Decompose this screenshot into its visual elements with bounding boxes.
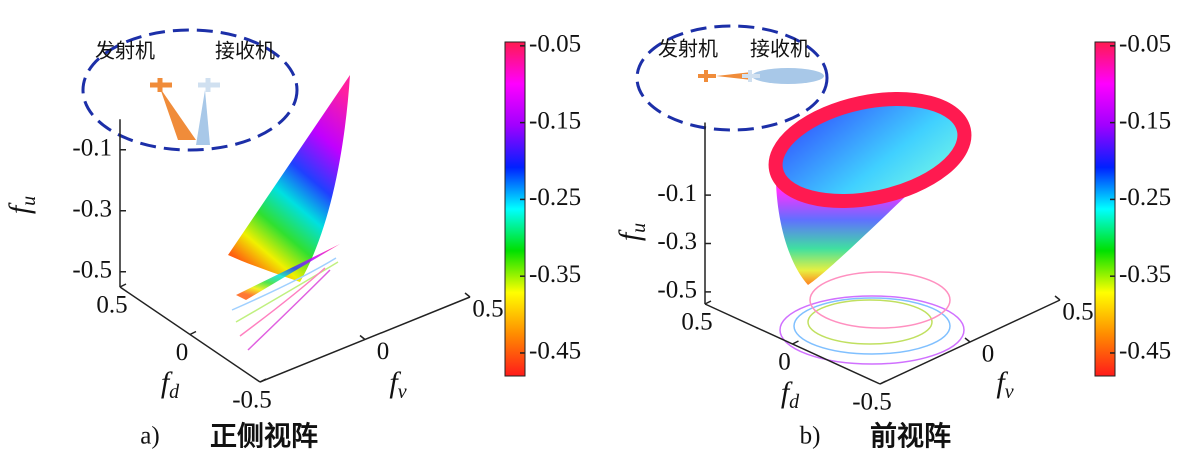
- colorbar-tick-label: -0.05: [1119, 31, 1171, 58]
- colorbar-tick-label: -0.05: [529, 31, 581, 58]
- axis-label: fv: [996, 366, 1013, 403]
- axis-label-sub: d: [169, 381, 180, 403]
- y-tick: [359, 334, 366, 341]
- surface-a: [228, 75, 350, 351]
- receiver-label: 接收机: [750, 37, 810, 61]
- y-tick-label: 0: [377, 338, 390, 365]
- z-tick-label: -0.5: [72, 256, 112, 283]
- x-tick: [259, 378, 267, 383]
- colorbar-tick-label: -0.35: [1119, 261, 1171, 288]
- panel-label: a): [140, 423, 159, 450]
- y-tick-label: 0.5: [1062, 299, 1093, 326]
- receiver-label: 接收机: [215, 39, 275, 63]
- colorbar-tick-label: -0.35: [529, 261, 581, 288]
- z-tick-label: -0.1: [657, 180, 697, 207]
- axis-label-sub: v: [398, 381, 407, 403]
- x-tick-label: 0: [176, 339, 189, 366]
- axis-label-sub: u: [18, 196, 40, 206]
- z-tick-label: -0.1: [72, 134, 112, 161]
- x-tick-label: -0.5: [852, 389, 892, 416]
- panel-caption: 正侧视阵: [210, 422, 318, 453]
- z-tick-label: -0.5: [657, 277, 697, 304]
- colorbar-tick-label: -0.15: [529, 107, 581, 134]
- axis-label: fd: [781, 376, 800, 413]
- colorbar: [504, 41, 526, 377]
- panel-caption: 前视阵: [870, 421, 951, 453]
- colorbar-tick-label: -0.45: [529, 338, 581, 365]
- panel-label: b): [800, 423, 821, 450]
- transmitter-label: 发射机: [658, 37, 718, 61]
- colorbar-tick-label: -0.15: [1119, 107, 1171, 134]
- x-tick-label: 0.5: [96, 292, 127, 319]
- y-tick-label: 0.5: [472, 296, 503, 323]
- x-tick: [792, 340, 799, 345]
- inset-b: [635, 24, 829, 132]
- axis-label-sub: u: [628, 223, 650, 233]
- axis-label-sub: v: [1005, 381, 1014, 403]
- z-tick-label: -0.3: [72, 195, 112, 222]
- z-tick-label: -0.3: [657, 228, 697, 255]
- inset-a: [81, 28, 299, 152]
- axis-label-sub: d: [789, 391, 800, 413]
- axis-label: fv: [389, 366, 406, 403]
- y-tick: [464, 292, 471, 298]
- axis-label: fu: [613, 223, 650, 241]
- y-tick: [1054, 295, 1061, 301]
- x-tick: [189, 330, 197, 336]
- axis-label: fd: [161, 366, 180, 403]
- axis-label: fu: [3, 196, 40, 214]
- colorbar-tick-label: -0.25: [529, 184, 581, 211]
- colorbar-tick-label: -0.45: [1119, 338, 1171, 365]
- y-tick: [964, 337, 971, 343]
- transmitter-label: 发射机: [95, 39, 155, 63]
- x-tick-label: 0: [778, 349, 791, 376]
- colorbar-tick-label: -0.25: [1119, 184, 1171, 211]
- y-tick-label: 0: [982, 341, 995, 368]
- x-tick: [704, 300, 712, 305]
- x-tick: [119, 283, 127, 288]
- surface-b: [768, 91, 972, 365]
- x-tick-label: 0.5: [681, 309, 712, 336]
- x-tick-label: -0.5: [232, 387, 272, 414]
- x-tick: [879, 380, 887, 385]
- colorbar: [1094, 41, 1116, 377]
